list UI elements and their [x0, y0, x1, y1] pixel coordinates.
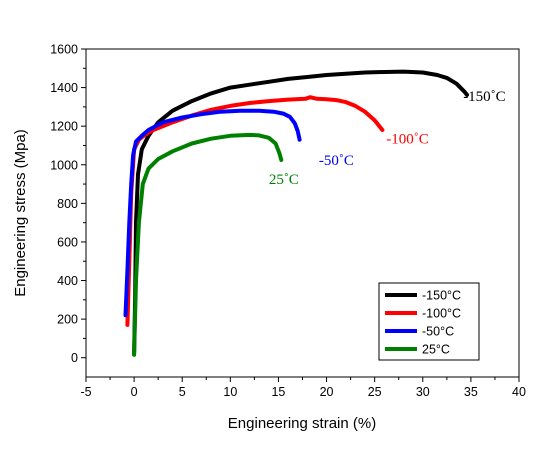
x-tick-label: 15 — [271, 385, 285, 399]
x-tick-label: 35 — [464, 385, 478, 399]
legend-label-2: -100°C — [422, 307, 461, 321]
x-axis-label: Engineering strain (%) — [228, 415, 376, 432]
x-tick-label: 10 — [223, 385, 237, 399]
legend-label-3: -50°C — [422, 325, 454, 339]
legend: -150°C -100°C -50°C 25°C — [378, 282, 480, 361]
y-tick-label: 800 — [57, 197, 78, 211]
x-tick-label: 20 — [320, 385, 334, 399]
legend-label-4: 25°C — [422, 343, 450, 357]
y-axis-label: Engineering stress (Mpa) — [12, 129, 29, 297]
x-axis-ticks: -5 0 5 10 15 20 25 30 35 40 — [80, 377, 526, 399]
x-tick-label: -5 — [80, 385, 91, 399]
y-tick-label: 1000 — [50, 158, 78, 172]
curve-annotation-4: 25˚C — [269, 172, 299, 188]
y-axis-ticks: 0 200 400 600 800 1000 1200 1400 1600 — [50, 43, 86, 365]
annotation-layer: -150˚C -100˚C -50˚C 25˚C — [269, 89, 506, 188]
legend-label-1: -150°C — [422, 289, 461, 303]
x-tick-label: 5 — [179, 385, 186, 399]
series-layer — [123, 69, 469, 357]
y-tick-label: 600 — [57, 235, 78, 249]
curve-annotation-3: -50˚C — [319, 153, 354, 169]
series-line-3 — [123, 108, 302, 318]
y-tick-label: 1200 — [50, 120, 78, 134]
x-tick-label: 30 — [416, 385, 430, 399]
curve-annotation-1: -150˚C — [463, 89, 506, 105]
x-tick-label: 0 — [131, 385, 138, 399]
series-line-1 — [132, 69, 469, 356]
y-tick-label: 0 — [71, 351, 78, 365]
curve-annotation-2: -100˚C — [386, 132, 429, 148]
x-tick-label: 40 — [512, 385, 526, 399]
y-tick-label: 200 — [57, 313, 78, 327]
y-tick-label: 1400 — [50, 81, 78, 95]
y-tick-label: 400 — [57, 274, 78, 288]
x-tick-label: 25 — [368, 385, 382, 399]
series-line-4 — [132, 132, 284, 357]
y-tick-label: 1600 — [50, 43, 78, 57]
